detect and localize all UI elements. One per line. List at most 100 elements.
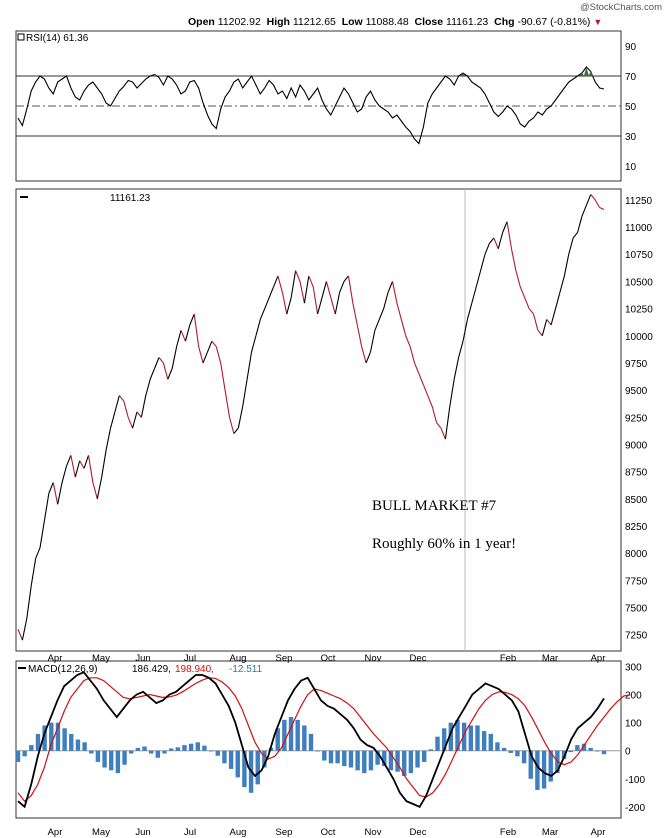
low-value: 11088.48 [365,16,409,28]
price-segment [286,297,292,315]
price-segment [123,400,129,418]
price-ytick-label: 8500 [625,495,648,506]
macd-histogram-bar [109,750,114,771]
price-segment [396,302,402,320]
close-label: Close [414,16,444,28]
price-segment [233,427,239,434]
price-segment [136,411,142,418]
chg-value: -90.67 (-0.81%) [517,16,591,28]
price-ytick-label: 8750 [625,468,648,479]
price-segment [171,346,178,369]
macd-histogram-bar [515,750,520,757]
price-segment [414,362,420,375]
macd-histogram-bar [135,747,141,751]
price-segment [493,237,499,249]
macd-histogram-bar [568,750,573,753]
macd-histogram-bar [488,733,493,751]
price-segment [26,585,32,619]
price-segment [87,455,94,483]
macd-ytick-label: 200 [625,691,642,702]
macd-legend-value: 186.429, [132,664,171,675]
price-segment [484,243,490,255]
price-segment [418,373,424,385]
price-segment [480,254,486,271]
price-segment [61,466,67,483]
macd-line [17,671,605,809]
price-ytick-label: 10000 [625,332,653,343]
macd-month-label: Nov [365,827,382,838]
macd-ytick-label: -100 [625,775,645,786]
macd-histogram-bar [581,743,587,751]
price-segment [590,194,596,201]
price-segment [224,390,231,418]
price-segment [202,351,208,364]
macd-histogram-bar [282,719,287,751]
macd-histogram-bar [348,750,354,768]
price-segment [431,406,438,423]
price-segment [30,558,37,586]
macd-histogram-bar [408,750,414,774]
price-segment [70,455,76,478]
price-segment [519,286,526,298]
macd-month-label: Apr [48,827,63,838]
price-segment [572,232,578,239]
macd-histogram-bar [202,745,207,751]
stockcharts-watermark: @StockCharts.com [580,2,662,13]
macd-histogram-bar [42,725,47,751]
macd-histogram-bar [508,750,513,753]
macd-histogram-bar [188,743,194,751]
price-segment [17,629,23,641]
macd-histogram-bar [208,750,214,752]
price-segment [132,411,138,429]
macd-histogram-bar [302,725,307,751]
macd-histogram-bar [308,733,314,751]
price-segment [268,286,275,298]
macd-histogram-bar [455,719,460,751]
price-segment [48,482,54,494]
rsi-legend-icon [17,33,25,41]
macd-legend-name: MACD(12,26,9) [28,664,97,675]
macd-histogram-bar [441,728,447,751]
macd-histogram-bar [242,750,247,788]
price-segment [105,428,112,451]
macd-histogram-bar [435,736,440,751]
price-month-label: Jul [184,653,196,664]
macd-histogram-bar [215,750,220,756]
macd-histogram-bar [62,728,67,751]
price-segment [453,357,460,380]
rsi-ytick-label: 30 [625,132,637,143]
price-segment [449,379,455,407]
price-segment [369,330,376,353]
price-segment [21,618,28,641]
price-segment [585,194,592,206]
price-month-label: Jun [135,653,150,664]
macd-signal-line [17,677,631,803]
price-segment [510,248,517,271]
macd-histogram-bar [388,750,394,771]
rsi-overbought-fill [152,67,594,76]
price-segment [471,286,477,304]
price-segment [400,319,407,336]
price-segment [215,346,222,364]
macd-histogram-bar [55,722,61,751]
price-ytick-label: 11250 [625,196,653,207]
open-label: Open [188,16,215,28]
price-segment [524,297,530,309]
price-segment [515,270,521,287]
macd-histogram-bar [102,750,107,768]
price-segment [475,270,482,287]
price-segment [343,275,349,282]
open-value: 11202.92 [217,16,261,28]
price-segment [506,221,513,249]
price-segment [118,395,125,402]
price-segment [220,362,226,391]
macd-histogram-bar [162,750,167,754]
price-month-label: Apr [591,653,606,664]
price-segment [264,297,270,309]
price-segment [541,319,548,336]
macd-legend-signal: 198.940, [175,664,214,675]
price-segment [211,340,217,347]
price-segment [299,281,305,304]
price-segment [228,417,235,434]
macd-histogram-bar [528,750,533,779]
